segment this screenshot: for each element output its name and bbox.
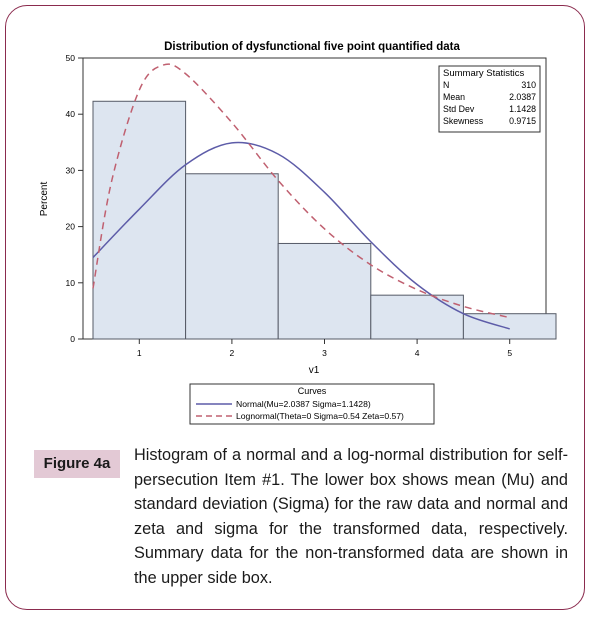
- histogram-bar: [92, 100, 187, 340]
- lognormal-curve: [92, 63, 510, 319]
- histogram-chart: Distribution of dysfunctional five point…: [39, 41, 557, 425]
- legend-label-lognormal: Lognormal(Theta=0 Sigma=0.54 Zeta=0.57): [236, 411, 404, 421]
- figure-card: [5, 5, 585, 610]
- histogram-bar: [370, 294, 464, 340]
- y-tick-label: 30: [66, 165, 76, 175]
- stats-value-skewness: 0.9715: [509, 116, 536, 126]
- stats-label-mean: Mean: [443, 92, 465, 102]
- legend-label-normal: Normal(Mu=2.0387 Sigma=1.1428): [236, 399, 371, 409]
- legend: Curves Normal(Mu=2.0387 Sigma=1.1428) Lo…: [189, 383, 435, 425]
- stats-label-skewness: Skewness: [443, 116, 484, 126]
- stats-value-stddev: 1.1428: [509, 104, 536, 114]
- y-axis: 0 10 20 30 40 50: [66, 53, 84, 344]
- histogram-bar: [185, 173, 279, 340]
- x-axis: 1 2 3 4 5: [137, 339, 512, 358]
- stats-label-n: N: [443, 80, 449, 90]
- figure-caption: Histogram of a normal and a log-normal d…: [134, 446, 568, 587]
- x-tick-label: 1: [137, 348, 142, 358]
- x-tick-label: 3: [322, 348, 327, 358]
- y-tick-label: 20: [66, 222, 76, 232]
- normal-curve: [92, 141, 510, 330]
- y-axis-label: Percent: [39, 182, 50, 217]
- x-tick-label: 2: [230, 348, 235, 358]
- stats-label-stddev: Std Dev: [443, 104, 475, 114]
- histogram-bar: [462, 313, 557, 340]
- y-tick-label: 0: [70, 334, 75, 344]
- stats-title: Summary Statistics: [443, 68, 525, 79]
- stats-value-n: 310: [521, 80, 536, 90]
- y-tick-label: 40: [66, 109, 76, 119]
- stats-value-mean: 2.0387: [509, 92, 536, 102]
- summary-statistics-box: Summary Statistics N 310 Mean 2.0387 Std…: [438, 65, 541, 133]
- y-tick-label: 10: [66, 278, 76, 288]
- y-tick-label: 50: [66, 53, 76, 63]
- x-axis-label: v1: [309, 365, 320, 376]
- figure-label: Figure 4a: [34, 450, 120, 478]
- chart-title: Distribution of dysfunctional five point…: [164, 41, 460, 53]
- histogram-bar: [277, 242, 372, 340]
- x-tick-label: 4: [415, 348, 420, 358]
- x-tick-label: 5: [507, 348, 512, 358]
- legend-title: Curves: [298, 386, 327, 396]
